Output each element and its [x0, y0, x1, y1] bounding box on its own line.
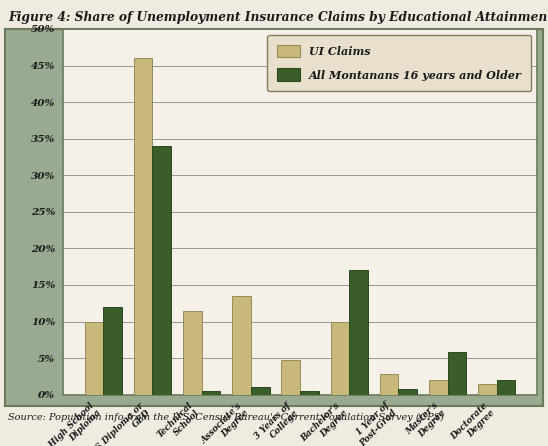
Bar — [398, 389, 417, 395]
Text: Figure 4: Share of Unemployment Insurance Claims by Educational Attainment: Figure 4: Share of Unemployment Insuranc… — [8, 11, 548, 24]
Bar — [448, 352, 466, 395]
Bar — [134, 58, 152, 395]
Bar — [202, 391, 220, 395]
Bar — [429, 380, 448, 395]
Bar — [330, 322, 349, 395]
Bar — [232, 296, 251, 395]
Bar — [183, 310, 202, 395]
Bar — [84, 322, 103, 395]
Bar — [103, 307, 122, 395]
Bar — [478, 384, 497, 395]
Bar — [497, 380, 516, 395]
Bar — [380, 374, 398, 395]
Text: Source: Population info from the U.S. Census Bureau's Current Population Survey : Source: Population info from the U.S. Ce… — [8, 413, 444, 421]
Bar — [300, 391, 319, 395]
Bar — [349, 270, 368, 395]
Bar — [152, 146, 171, 395]
Bar — [251, 388, 270, 395]
Legend: UI Claims, All Montanans 16 years and Older: UI Claims, All Montanans 16 years and Ol… — [267, 34, 532, 91]
Bar — [281, 359, 300, 395]
